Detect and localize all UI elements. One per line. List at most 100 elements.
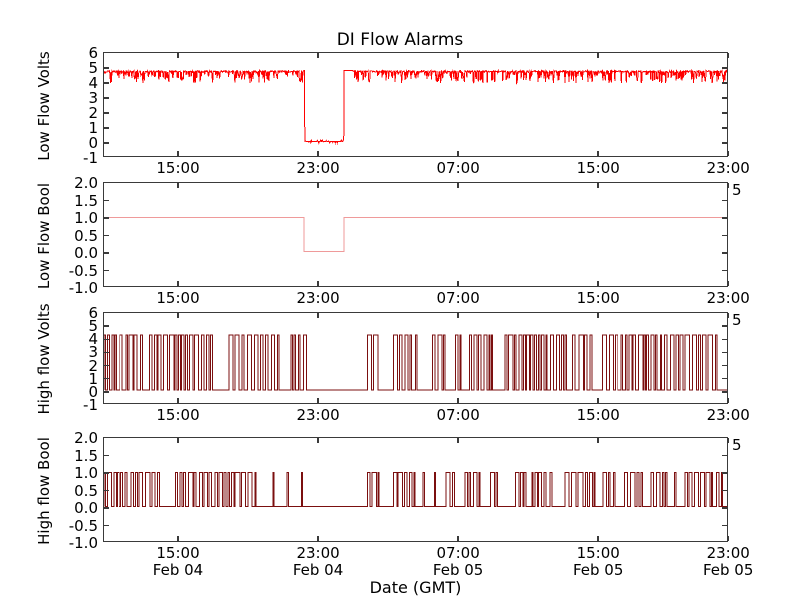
y-tick-label: 5 — [88, 317, 98, 336]
y-tick-label: 0 — [88, 134, 98, 152]
x-tick-label: 15:00 — [577, 406, 620, 424]
y-tick-label: -1.0 — [68, 534, 98, 552]
y-tick-label: 2.0 — [74, 429, 98, 447]
x-tick-time: 23:00 — [706, 406, 750, 424]
x-tick-label: 15:00 — [156, 159, 199, 177]
x-tick-mark — [597, 183, 599, 188]
x-tick-time: 23:00 — [706, 289, 750, 307]
y-tick-label: 0 — [88, 382, 98, 401]
clipped-edge-tick-label: 5 — [732, 181, 742, 199]
y-tick-label: -0.5 — [68, 516, 98, 535]
y-tick-mark-right — [722, 507, 727, 509]
y-axis-label-high-flow-bool: High flow Bool — [35, 436, 53, 545]
x-tick-mark — [317, 183, 319, 188]
x-tick-mark — [317, 438, 319, 443]
x-tick-time: 23:00 — [706, 544, 750, 562]
clipped-edge-tick-label: 5 — [732, 311, 742, 329]
plot-area-high-flow-volts — [104, 334, 727, 391]
y-tick-mark-right — [722, 364, 727, 367]
y-tick-label: 0.0 — [74, 499, 98, 517]
y-tick-label: -1.0 — [68, 279, 98, 297]
clipped-edge-tick-label: 5 — [732, 436, 742, 454]
y-tick-mark — [104, 391, 109, 393]
x-tick-mark — [727, 183, 729, 188]
x-tick-label: 07:00 Feb 05 — [432, 544, 484, 580]
y-tick-label: 6 — [88, 44, 98, 62]
x-tick-label: 15:00 — [156, 406, 199, 424]
y-tick-mark — [104, 97, 109, 99]
y-tick-mark-right — [722, 142, 727, 144]
y-tick-mark — [104, 364, 109, 367]
y-tick-label: 4 — [88, 74, 98, 92]
y-tick-mark-right — [722, 377, 727, 380]
x-tick-mark-top — [597, 398, 599, 403]
x-tick-date: Feb 05 — [702, 561, 754, 580]
x-tick-time: 15:00 — [576, 544, 620, 562]
x-tick-mark — [597, 53, 599, 58]
x-tick-mark-top — [317, 536, 319, 541]
plot-area-low-flow-bool — [104, 216, 727, 253]
y-tick-mark-right — [722, 112, 727, 114]
x-tick-mark-top — [177, 151, 179, 156]
x-tick-label: 15:00 — [577, 289, 620, 307]
x-tick-mark-top — [727, 151, 729, 156]
y-tick-mark — [104, 507, 109, 509]
x-tick-mark-top — [457, 536, 459, 541]
plot-area-low-flow-volts — [104, 68, 727, 145]
x-tick-label: 23:00 — [296, 289, 339, 307]
x-tick-mark-top — [457, 151, 459, 156]
x-tick-time: 23:00 — [296, 159, 340, 177]
x-tick-mark — [727, 438, 729, 443]
x-tick-mark — [317, 313, 319, 318]
y-tick-mark-right — [722, 338, 727, 341]
x-tick-label: 15:00 Feb 04 — [153, 544, 203, 580]
x-tick-label: 07:00 — [436, 406, 480, 424]
x-tick-label: 23:00 Feb 04 — [293, 544, 343, 580]
y-tick-mark — [104, 82, 109, 84]
x-tick-time: 23:00 — [296, 406, 340, 424]
x-tick-mark-top — [457, 281, 459, 286]
x-tick-time: 07:00 — [436, 406, 480, 424]
x-tick-mark — [177, 53, 179, 58]
x-tick-mark — [177, 438, 179, 443]
y-tick-mark — [104, 252, 109, 254]
x-tick-mark-top — [597, 151, 599, 156]
y-tick-label: -1 — [83, 149, 98, 167]
x-tick-time: 15:00 — [156, 289, 200, 307]
y-tick-label: 0.5 — [74, 226, 98, 245]
x-tick-mark — [177, 183, 179, 188]
x-tick-time: 07:00 — [436, 159, 480, 177]
y-tick-mark — [104, 325, 109, 327]
y-tick-mark-right — [722, 217, 727, 219]
x-tick-label: 23:00 — [707, 159, 750, 177]
y-tick-label: 1.0 — [74, 464, 98, 482]
x-tick-time: 15:00 — [156, 544, 200, 562]
y-tick-mark-right — [722, 524, 727, 527]
y-tick-label: 2 — [88, 356, 98, 375]
data-trace-low-flow-volts — [104, 68, 727, 145]
x-tick-mark — [727, 53, 729, 58]
x-tick-label: 07:00 — [436, 159, 480, 177]
x-tick-label: 23:00 — [706, 406, 750, 424]
x-tick-date: Feb 05 — [432, 561, 484, 580]
panel-high-flow-volts: -1 0 1 2 3 4 5 6 High flow Volts 15:00 23:00 07:00 1… — [35, 303, 750, 423]
x-tick-mark-top — [177, 536, 179, 541]
y-tick-mark — [104, 217, 109, 219]
y-tick-mark-right — [722, 67, 727, 69]
y-tick-label: 0.5 — [74, 481, 98, 500]
x-tick-time: 07:00 — [436, 289, 480, 307]
y-tick-mark — [104, 199, 109, 202]
x-tick-label: 23:00 — [296, 159, 340, 177]
y-tick-mark — [104, 234, 109, 237]
x-tick-mark — [457, 53, 459, 58]
panel-high-flow-bool: -1.0 -0.5 0.0 0.5 1.0 1.5 2.0 High flow Bool 15:… — [35, 429, 753, 579]
x-tick-label: 15:00 — [577, 159, 620, 177]
y-tick-mark-right — [722, 325, 727, 327]
x-tick-mark-top — [177, 281, 179, 286]
plot-area-high-flow-bool — [104, 471, 727, 508]
y-tick-mark-right — [722, 351, 727, 354]
y-tick-mark-right — [722, 391, 727, 393]
data-trace-low-flow-bool — [104, 216, 727, 253]
y-tick-mark — [104, 524, 109, 527]
x-tick-mark-top — [727, 398, 729, 403]
